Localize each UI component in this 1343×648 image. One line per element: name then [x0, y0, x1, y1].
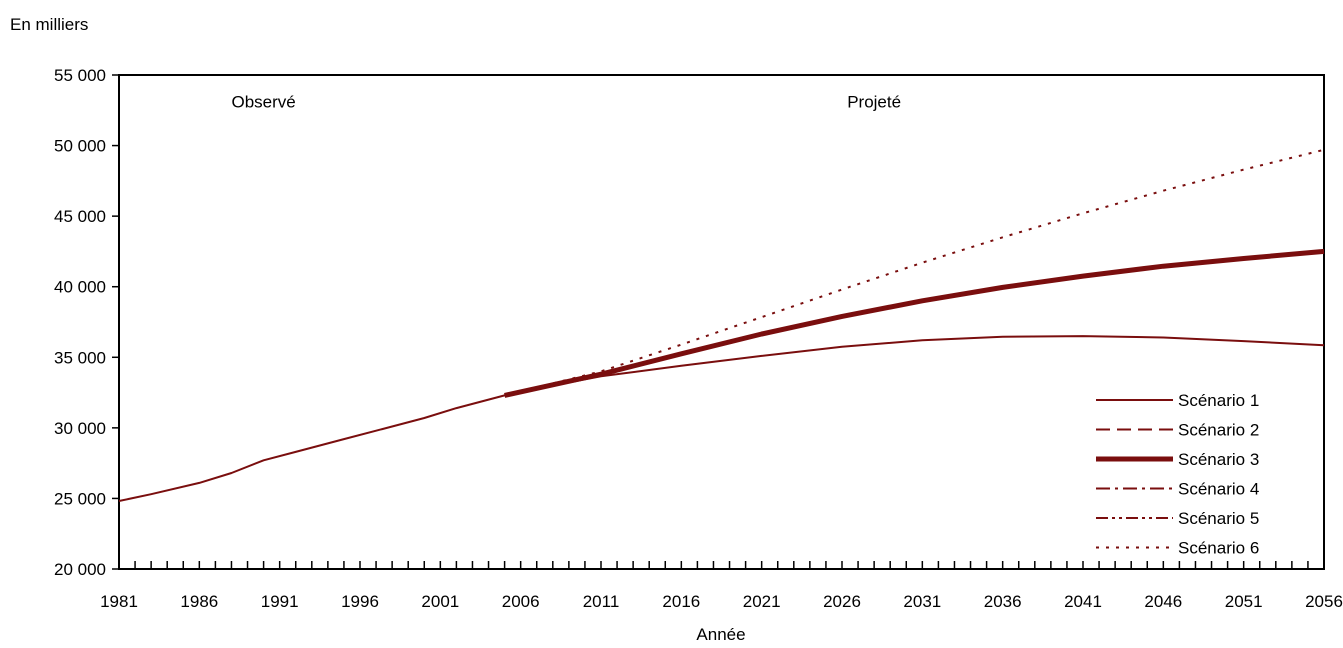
- plot-frame: [118, 74, 1325, 570]
- legend-label: Scénario 5: [1178, 509, 1259, 528]
- y-tick-label: 30 000: [54, 419, 106, 438]
- x-tick-label: 2046: [1144, 592, 1182, 611]
- x-tick-label: 2056: [1305, 592, 1343, 611]
- legend-label: Scénario 3: [1178, 450, 1259, 469]
- series-line-sc-nario-3: [504, 248, 1325, 398]
- x-ticks-group: 1981 1986 1991 1996 2001 2006 2011 2016 2021 2026…: [100, 561, 1343, 611]
- x-tick-label: 2001: [421, 592, 459, 611]
- x-tick-label: 1991: [261, 592, 299, 611]
- legend-label: Scénario 1: [1178, 391, 1259, 410]
- x-tick-label: 2016: [662, 592, 700, 611]
- series-line-sc-nario-2: [504, 251, 1325, 397]
- plot-frame-group: [118, 74, 1325, 570]
- legend-label: Scénario 6: [1178, 539, 1259, 558]
- x-tick-label: 1986: [180, 592, 218, 611]
- series-line-sc-nario-5: [504, 251, 1325, 397]
- x-tick-label: 2026: [823, 592, 861, 611]
- y-tick-label: 50 000: [54, 137, 106, 156]
- y-tick-label: 40 000: [54, 278, 106, 297]
- x-axis-label: Année: [696, 625, 745, 644]
- x-tick-label: 2041: [1064, 592, 1102, 611]
- y-tick-label: 35 000: [54, 348, 106, 367]
- x-tick-label: 1996: [341, 592, 379, 611]
- x-tick-label: 2036: [984, 592, 1022, 611]
- x-tick-label: 2006: [502, 592, 540, 611]
- legend: Scénario 1 Scénario 2 Scénario 3 Scénario 4…: [1096, 391, 1259, 558]
- y-tick-label: 20 000: [54, 560, 106, 579]
- legend-label: Scénario 4: [1178, 480, 1259, 499]
- series-line-sc-nario-6: [504, 148, 1325, 397]
- x-tick-label: 1981: [100, 592, 138, 611]
- annotation-label: Observé: [231, 92, 295, 111]
- series-line-sc-nario-4: [504, 251, 1325, 397]
- legend-label: Scénario 2: [1178, 421, 1259, 440]
- x-tick-label: 2021: [743, 592, 781, 611]
- y-ticks-group: 20 000 25 000 30 000 35 000 40 000 45 000 50 0…: [54, 66, 119, 579]
- x-tick-label: 2011: [583, 592, 620, 611]
- x-tick-label: 2051: [1225, 592, 1263, 611]
- y-tick-label: 45 000: [54, 207, 106, 226]
- annotations-group: Observé Projeté: [231, 92, 901, 111]
- y-tick-label: 25 000: [54, 489, 106, 508]
- annotation-label: Projeté: [847, 92, 901, 111]
- x-tick-label: 2031: [903, 592, 941, 611]
- y-axis-label: En milliers: [10, 15, 88, 34]
- series-line-observ-: [118, 394, 505, 502]
- series-group: [118, 148, 1325, 502]
- y-tick-label: 55 000: [54, 66, 106, 85]
